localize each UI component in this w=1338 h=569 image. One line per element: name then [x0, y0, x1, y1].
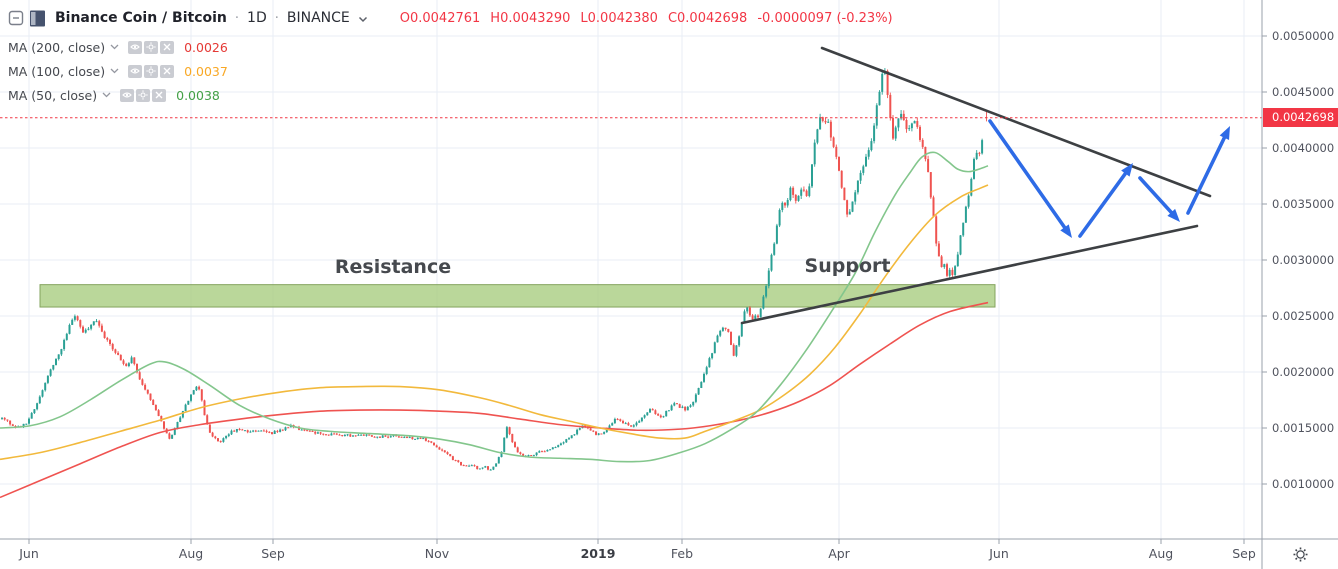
price-scale-settings[interactable] — [1263, 540, 1338, 569]
ma-line-100[interactable] — [0, 184, 989, 461]
support-zone-label[interactable]: Support — [804, 255, 891, 277]
forecast-arrow[interactable] — [988, 119, 1072, 238]
panel-collapse-icon[interactable] — [8, 10, 24, 26]
price-axis-label: 0.0045000 — [1272, 84, 1335, 99]
ma-line-200[interactable] — [0, 301, 989, 499]
chevron-down-icon[interactable] — [102, 92, 111, 98]
separator: · — [274, 10, 279, 26]
ma-line-50[interactable] — [0, 151, 989, 463]
forecast-arrow[interactable] — [1078, 163, 1133, 238]
descending-resistance-line[interactable] — [820, 46, 1212, 198]
close-icon[interactable] — [152, 88, 167, 102]
interval-value[interactable]: 1D — [247, 10, 267, 26]
price-axis-label: 0.0010000 — [1272, 476, 1335, 491]
open-value: 0.0042761 — [409, 10, 481, 26]
price-axis-label: 0.0040000 — [1272, 140, 1335, 155]
close-value: 0.0042698 — [677, 10, 748, 26]
indicator-label[interactable]: MA (200, close) — [8, 39, 106, 55]
resistance-zone[interactable] — [39, 284, 996, 308]
symbol-name[interactable]: Binance Coin / Bitcoin — [55, 10, 227, 26]
time-axis-label: Nov — [424, 546, 450, 561]
time-axis-label: Sep — [1232, 546, 1256, 561]
gridlines — [0, 0, 1262, 539]
eye-icon[interactable] — [120, 88, 135, 102]
indicator-value: 0.0037 — [184, 63, 228, 79]
indicator-value: 0.0038 — [176, 87, 220, 103]
chevron-down-icon[interactable] — [110, 68, 119, 74]
low-value: 0.0042380 — [587, 10, 658, 26]
indicator-label[interactable]: MA (100, close) — [8, 63, 106, 79]
gear-icon[interactable] — [1293, 547, 1308, 562]
time-axis-label: Feb — [670, 546, 694, 561]
indicator-label[interactable]: MA (50, close) — [8, 87, 98, 103]
high-value: 0.0043290 — [500, 10, 571, 26]
price-axis-label: 0.0015000 — [1272, 420, 1335, 435]
indicator-value: 0.0026 — [184, 39, 228, 55]
high-label: H — [490, 10, 501, 26]
time-axis-label: 2019 — [580, 546, 616, 561]
price-axis-label: 0.0030000 — [1272, 252, 1335, 267]
price-axis-label: 0.0020000 — [1272, 364, 1335, 379]
eye-icon[interactable] — [128, 64, 143, 78]
change-value: -0.0000097 (-0.23%) — [757, 10, 893, 26]
gear-icon[interactable] — [136, 88, 151, 102]
forecast-arrow[interactable] — [1186, 126, 1230, 215]
symbol-title-row: Binance Coin / Bitcoin · 1D · BINANCE O0… — [8, 8, 893, 28]
close-icon[interactable] — [160, 40, 175, 54]
last-price-badge: 0.0042698 — [1263, 108, 1338, 128]
close-icon[interactable] — [160, 64, 175, 78]
ohlc-readout: O0.0042761 H0.0043290 L0.0042380 C0.0042… — [400, 11, 893, 26]
indicator-legend: MA (200, close) 0.0026 MA (100, close) 0.00… — [8, 35, 893, 107]
chevron-down-icon[interactable] — [110, 44, 119, 50]
time-axis-label: Aug — [178, 546, 204, 561]
exchange-name[interactable]: BINANCE — [286, 10, 350, 26]
forecast-arrow[interactable] — [1138, 176, 1180, 222]
indicator-row: MA (100, close) 0.0037 — [8, 59, 893, 83]
candlestick-series — [1, 68, 988, 471]
time-axis-label: Jun — [989, 546, 1009, 561]
chart-legend: Binance Coin / Bitcoin · 1D · BINANCE O0… — [8, 8, 893, 107]
separator: · — [234, 10, 240, 26]
ascending-support-line[interactable] — [740, 224, 1199, 325]
symbol-logo-icon — [30, 10, 45, 27]
eye-icon[interactable] — [128, 40, 143, 54]
time-axis-label: Jun — [19, 546, 39, 561]
resistance-zone-label[interactable]: Resistance — [334, 256, 452, 278]
open-label: O — [399, 10, 410, 26]
time-axis-label: Apr — [828, 546, 850, 561]
chevron-down-icon[interactable] — [358, 16, 368, 23]
gear-icon[interactable] — [144, 40, 159, 54]
indicator-row: MA (50, close) 0.0038 — [8, 83, 893, 107]
indicator-row: MA (200, close) 0.0026 — [8, 35, 893, 59]
time-axis-label: Aug — [1148, 546, 1174, 561]
price-axis-label: 0.0035000 — [1272, 196, 1335, 211]
price-axis-label: 0.0025000 — [1272, 308, 1335, 323]
gear-icon[interactable] — [144, 64, 159, 78]
low-label: L — [580, 10, 588, 26]
time-axis-label: Sep — [261, 546, 285, 561]
price-axis-label: 0.0050000 — [1272, 28, 1335, 43]
close-label: C — [667, 10, 678, 26]
